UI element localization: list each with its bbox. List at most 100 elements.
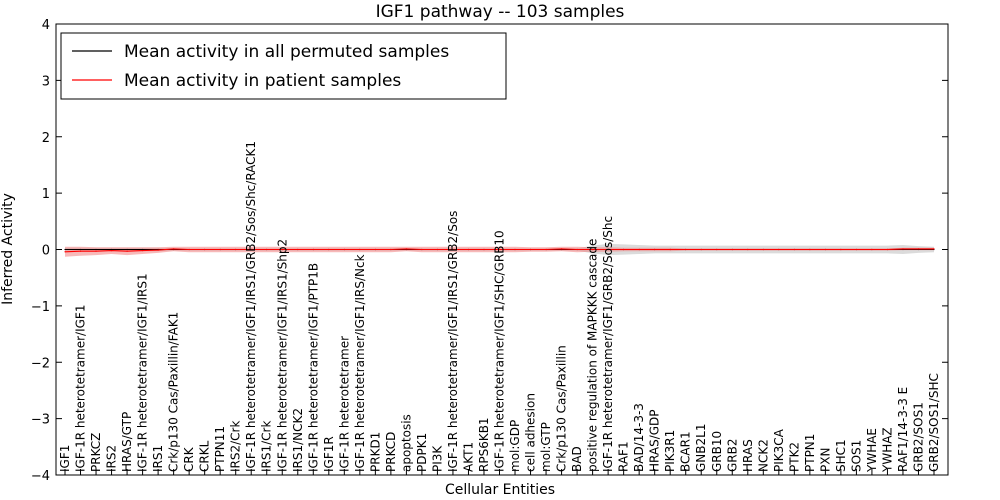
x-tick-label: GNB2L1: [694, 424, 708, 472]
x-tick-label: PI3K: [430, 445, 444, 472]
point-series-1: [405, 248, 407, 250]
point-series-1: [933, 248, 935, 250]
x-tick-label: mol:GDP: [508, 420, 522, 472]
y-axis-label: Inferred Activity: [0, 193, 16, 305]
point-series-1: [188, 248, 190, 251]
x-axis: IGF1 IGF-1R heterotetramer/IGF1 PRKCZ IRS2 H…: [58, 141, 941, 475]
x-tick-label: IGF-1R heterotetramer/IGF1/IRS1/Shp2: [275, 239, 289, 472]
x-tick-label: apoptosis: [399, 414, 413, 472]
point-series-1: [747, 248, 749, 251]
point-series-1: [467, 248, 470, 251]
x-tick-label: IGF-1R heterotetramer: [337, 336, 351, 472]
x-tick-label: GRB10: [710, 431, 724, 472]
point-series-1: [266, 248, 268, 251]
point-series-1: [452, 248, 454, 251]
x-tick-label: PXN: [818, 448, 832, 472]
point-series-1: [529, 248, 532, 251]
point-series-1: [623, 248, 625, 251]
x-tick-label: IGF-1R heterotetramer/IGF1/IRS/Nck: [353, 254, 367, 472]
x-tick-label: HRAS/GDP: [648, 409, 662, 472]
point-series-1: [669, 248, 671, 251]
x-tick-label: GRB2/SOS1/SHC: [927, 373, 941, 472]
x-tick-label: BCAR1: [679, 431, 693, 472]
point-series-1: [173, 248, 175, 250]
legend-label-patient: Mean activity in patient samples: [124, 71, 401, 91]
y-tick-label: 2: [42, 131, 50, 146]
x-tick-label: IRS2: [105, 445, 119, 472]
x-tick-label: PRKD1: [368, 432, 382, 472]
legend-label-permuted: Mean activity in all permuted samples: [124, 42, 449, 62]
x-axis-label: Cellular Entities: [445, 482, 555, 498]
point-series-1: [281, 248, 283, 251]
y-tick-label: −2: [31, 356, 50, 371]
point-series-1: [297, 248, 299, 251]
point-series-0: [95, 248, 97, 251]
point-series-1: [157, 249, 159, 251]
x-tick-label: IRS1: [151, 445, 165, 472]
point-series-0: [142, 248, 144, 251]
x-tick-label: PTPN1: [803, 434, 817, 472]
x-tick-label: NCK2: [756, 439, 770, 472]
point-series-1: [809, 248, 811, 251]
x-tick-label: RPS6KB1: [477, 417, 491, 472]
x-tick-label: IGF1R: [322, 436, 336, 472]
chart-title: IGF1 pathway -- 103 samples: [376, 2, 625, 22]
y-tick-label: −3: [31, 413, 50, 428]
point-series-1: [592, 248, 594, 251]
x-tick-label: CRKL: [198, 440, 212, 472]
point-series-1: [700, 248, 702, 251]
x-tick-label: IRS2/Crk: [229, 421, 243, 472]
x-tick-label: PTPN11: [213, 426, 227, 472]
legend-box: [60, 32, 507, 100]
x-tick-label: IGF-1R heterotetramer/IGF1/GRB2/Sos/Shc: [601, 216, 615, 472]
point-series-1: [436, 248, 438, 251]
x-tick-label: YWHAE: [865, 428, 879, 473]
x-tick-label: cell adhesion: [524, 393, 538, 472]
point-series-1: [498, 248, 501, 251]
x-tick-label: GRB2/SOS1: [912, 402, 926, 472]
point-series-1: [126, 250, 128, 252]
x-tick-label: Crk/p130 Cas/Paxillin/FAK1: [167, 312, 181, 472]
x-tick-label: HRAS/GTP: [120, 412, 134, 472]
legend: Mean activity in all permuted samples Me…: [60, 32, 507, 100]
x-tick-label: SHC1: [834, 439, 848, 472]
point-series-1: [142, 250, 144, 252]
x-tick-label: PIK3CA: [772, 428, 786, 472]
point-series-1: [111, 250, 113, 252]
x-tick-label: BAD/14-3-3: [632, 403, 646, 472]
point-series-1: [762, 248, 764, 251]
point-series-0: [111, 248, 113, 251]
x-tick-label: HRAS: [741, 439, 755, 472]
point-series-1: [343, 248, 345, 251]
point-series-1: [731, 248, 733, 251]
point-series-1: [576, 248, 578, 251]
x-tick-label: RAF1: [617, 441, 631, 472]
x-tick-label: IGF1: [58, 445, 72, 472]
x-tick-label: GRB2: [725, 438, 739, 472]
point-series-1: [685, 248, 687, 251]
point-series-0: [126, 248, 128, 251]
x-tick-label: PRKCD: [384, 432, 398, 472]
point-series-1: [840, 248, 842, 251]
x-tick-label: PRKCZ: [89, 433, 103, 472]
point-series-0: [79, 248, 82, 251]
x-tick-label: PDPK1: [415, 433, 429, 472]
point-series-1: [638, 248, 640, 251]
x-tick-label: IGF-1R heterotetramer/IGF1/IRS1/GRB2/Sos: [446, 211, 460, 472]
point-series-1: [871, 248, 873, 251]
x-tick-label: IGF-1R heterotetramer/IGF1/IRS1/GRB2/Sos…: [244, 141, 258, 472]
point-series-1: [79, 250, 82, 252]
point-series-1: [793, 248, 795, 251]
x-tick-label: positive regulation of MAPKKK cascade: [586, 239, 600, 472]
point-series-1: [483, 248, 485, 251]
y-tick-label: −1: [31, 300, 50, 315]
x-tick-label: IRS1/NCK2: [291, 408, 305, 472]
x-tick-label: SOS1: [849, 440, 863, 472]
point-series-1: [235, 248, 237, 251]
x-tick-label: IGF-1R heterotetramer/IGF1/IRS1: [136, 273, 150, 472]
point-series-1: [95, 250, 97, 252]
point-series-1: [607, 248, 609, 251]
point-series-1: [64, 251, 66, 253]
point-series-1: [421, 248, 423, 251]
point-series-1: [886, 248, 889, 251]
